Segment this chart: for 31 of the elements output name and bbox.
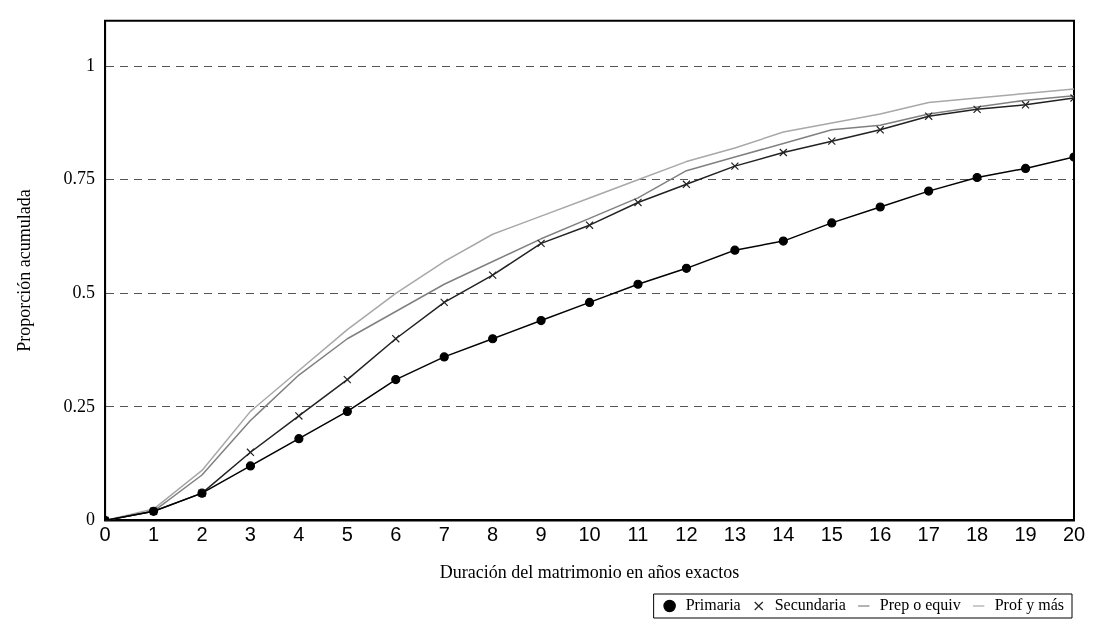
x-tick-label: 9 [535,522,547,545]
y-tick-label: 1 [86,54,96,75]
legend-label: Secundaria [774,596,846,614]
x-tick-label: 20 [1062,522,1086,545]
x-tick-label: 14 [772,522,795,545]
y-tick-label: 0.75 [63,168,96,189]
x-tick-label: 2 [196,522,208,545]
y-tick-label: 0 [86,509,96,530]
x-tick-label: 7 [438,522,450,545]
y-tick-label: 0.5 [72,282,96,303]
x-tick-label: 15 [820,522,843,545]
legend-label: Prof y más [994,596,1064,615]
legend-label: Prep o equiv [879,596,961,615]
x-tick-label: 17 [917,522,940,545]
x-tick-label: 1 [147,522,160,545]
x-tick-label: 18 [965,522,989,545]
x-tick-label: 11 [627,522,649,545]
x-tick-label: 12 [675,522,698,545]
x-tick-label: 8 [487,522,499,545]
x-tick-label: 13 [723,522,747,545]
x-tick-label: 4 [293,522,305,545]
legend-label: Primaria [685,596,741,614]
x-axis-title: Duración del matrimonio en años exactos [439,561,740,582]
x-tick-label: 16 [869,522,892,545]
y-tick-label: 0.25 [63,395,96,416]
x-tick-label: 5 [341,522,353,545]
x-tick-label: 6 [390,522,402,545]
x-tick-label: 19 [1014,522,1037,545]
x-tick-label: 3 [244,522,256,545]
y-axis-title: Proporción acumulada [13,189,34,352]
x-tick-label: 10 [578,522,601,545]
